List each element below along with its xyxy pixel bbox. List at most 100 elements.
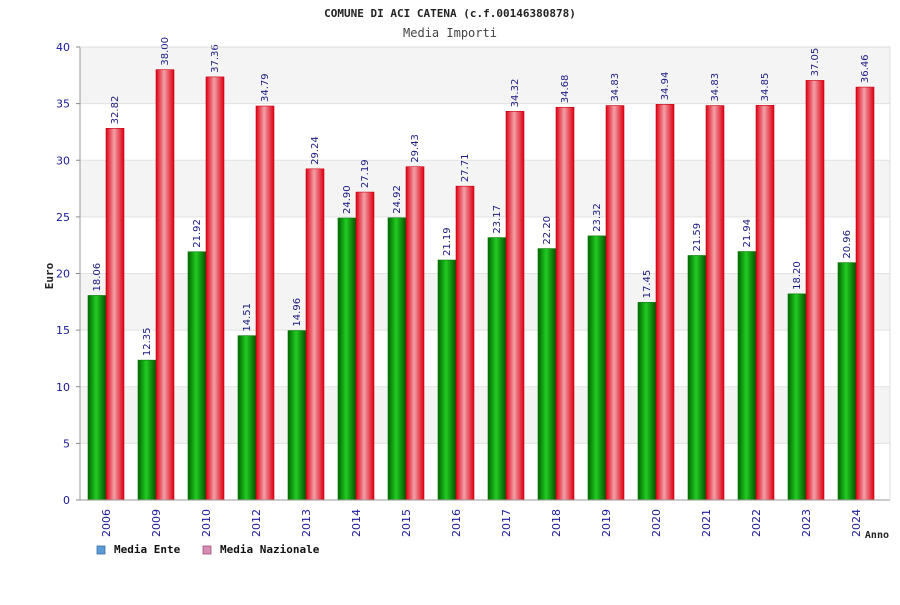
bar-media-ente — [587, 235, 607, 501]
y-tick-label: 15 — [56, 324, 70, 337]
axes — [79, 46, 891, 501]
x-tick-label: 2023 — [800, 509, 813, 537]
y-tick-label: 0 — [63, 494, 70, 507]
data-label: 22.20 — [542, 216, 553, 245]
bar-media-nazionale — [205, 76, 225, 501]
data-label: 18.06 — [92, 263, 103, 292]
x-tick-label: 2019 — [600, 509, 613, 537]
x-tick-label: 2020 — [650, 509, 663, 537]
bar-media-ente — [487, 237, 507, 501]
bar-media-ente — [87, 295, 107, 501]
data-label: 34.32 — [510, 79, 521, 108]
data-label: 34.94 — [660, 72, 671, 101]
legend-label-media-nazionale: Media Nazionale — [220, 543, 320, 556]
data-label: 27.71 — [460, 154, 471, 183]
y-axis-ticks: 0 5 10 15 20 25 30 35 40 — [56, 41, 80, 507]
y-tick-label: 10 — [56, 381, 70, 394]
x-axis-ticks: 2006 2009 2010 2012 2013 2014 2015 2016 2017 2018… — [100, 509, 863, 537]
x-tick-label: 2010 — [200, 509, 213, 537]
bar-media-ente — [687, 255, 707, 501]
x-tick-label: 2006 — [100, 509, 113, 537]
bar-media-nazionale — [255, 105, 275, 501]
chart-title: COMUNE DI ACI CATENA (c.f.00146380878) — [324, 7, 576, 20]
bar-media-nazionale — [655, 104, 675, 501]
data-label: 34.85 — [760, 73, 771, 102]
data-label: 37.36 — [210, 44, 221, 73]
bar-media-nazionale — [805, 80, 825, 501]
data-label: 21.94 — [742, 219, 753, 248]
bar-media-nazionale — [555, 106, 575, 501]
x-tick-label: 2013 — [300, 509, 313, 537]
y-tick-label: 25 — [56, 211, 70, 224]
data-label: 24.92 — [392, 185, 403, 214]
bar-media-ente — [637, 302, 657, 501]
data-label: 37.05 — [810, 48, 821, 77]
y-tick-label: 5 — [63, 437, 70, 450]
chart-subtitle: Media Importi — [403, 26, 497, 40]
x-tick-label: 2009 — [150, 509, 163, 537]
data-label: 21.19 — [442, 227, 453, 256]
legend-label-media-ente: Media Ente — [114, 543, 181, 556]
bar-media-ente — [837, 262, 857, 501]
legend-swatch-media-nazionale — [202, 545, 212, 555]
bar-media-ente — [187, 251, 207, 501]
bar-media-ente — [287, 330, 307, 501]
bar-media-nazionale — [605, 105, 625, 501]
bar-media-ente — [437, 259, 457, 501]
data-label: 18.20 — [792, 261, 803, 290]
x-tick-label: 2015 — [400, 509, 413, 537]
bar-media-nazionale — [305, 168, 325, 501]
x-tick-label: 2012 — [250, 509, 263, 537]
bar-media-nazionale — [705, 105, 725, 501]
x-axis-label: Anno — [865, 530, 889, 541]
bar-media-ente — [137, 359, 157, 501]
data-label: 34.79 — [260, 73, 271, 102]
data-label: 34.83 — [710, 73, 721, 102]
bar-media-nazionale — [855, 86, 875, 501]
bar-media-ente — [537, 248, 557, 501]
bar-media-ente — [787, 293, 807, 501]
data-label: 23.32 — [592, 203, 603, 232]
y-tick-label: 35 — [56, 98, 70, 111]
data-label: 14.51 — [242, 303, 253, 332]
data-label: 21.92 — [192, 219, 203, 248]
data-label: 29.43 — [410, 134, 421, 163]
x-tick-label: 2014 — [350, 509, 363, 537]
data-label: 23.17 — [492, 205, 503, 234]
data-label: 21.59 — [692, 223, 703, 252]
bar-media-ente — [337, 217, 357, 501]
data-label: 34.68 — [560, 75, 571, 104]
y-tick-label: 20 — [56, 268, 70, 281]
x-tick-label: 2017 — [500, 509, 513, 537]
bar-media-nazionale — [105, 128, 125, 501]
y-tick-label: 30 — [56, 154, 70, 167]
bars: 18.06 32.82 12.35 38.00 21.92 37.36 14.51 34.79… — [87, 37, 875, 501]
y-tick-label: 40 — [56, 41, 70, 54]
data-label: 29.24 — [310, 136, 321, 165]
data-label: 12.35 — [142, 327, 153, 356]
data-label: 20.96 — [842, 230, 853, 259]
bar-media-nazionale — [405, 166, 425, 501]
bar-media-ente — [387, 217, 407, 501]
data-label: 24.90 — [342, 185, 353, 214]
bar-media-ente — [237, 335, 257, 501]
legend: Media Ente Media Nazionale — [96, 543, 320, 556]
x-tick-label: 2018 — [550, 509, 563, 537]
x-tick-label: 2016 — [450, 509, 463, 537]
x-tick-label: 2022 — [750, 509, 763, 537]
bar-media-ente — [737, 251, 757, 501]
data-label: 38.00 — [160, 37, 171, 66]
bar-media-nazionale — [755, 105, 775, 501]
legend-swatch-media-ente — [96, 545, 106, 555]
data-label: 14.96 — [292, 298, 303, 327]
data-label: 36.46 — [860, 54, 871, 83]
x-tick-label: 2024 — [850, 509, 863, 537]
data-label: 17.45 — [642, 270, 653, 299]
x-tick-label: 2021 — [700, 509, 713, 537]
data-label: 34.83 — [610, 73, 621, 102]
bar-media-nazionale — [155, 69, 175, 501]
bar-media-nazionale — [355, 191, 375, 501]
data-label: 27.19 — [360, 159, 371, 188]
